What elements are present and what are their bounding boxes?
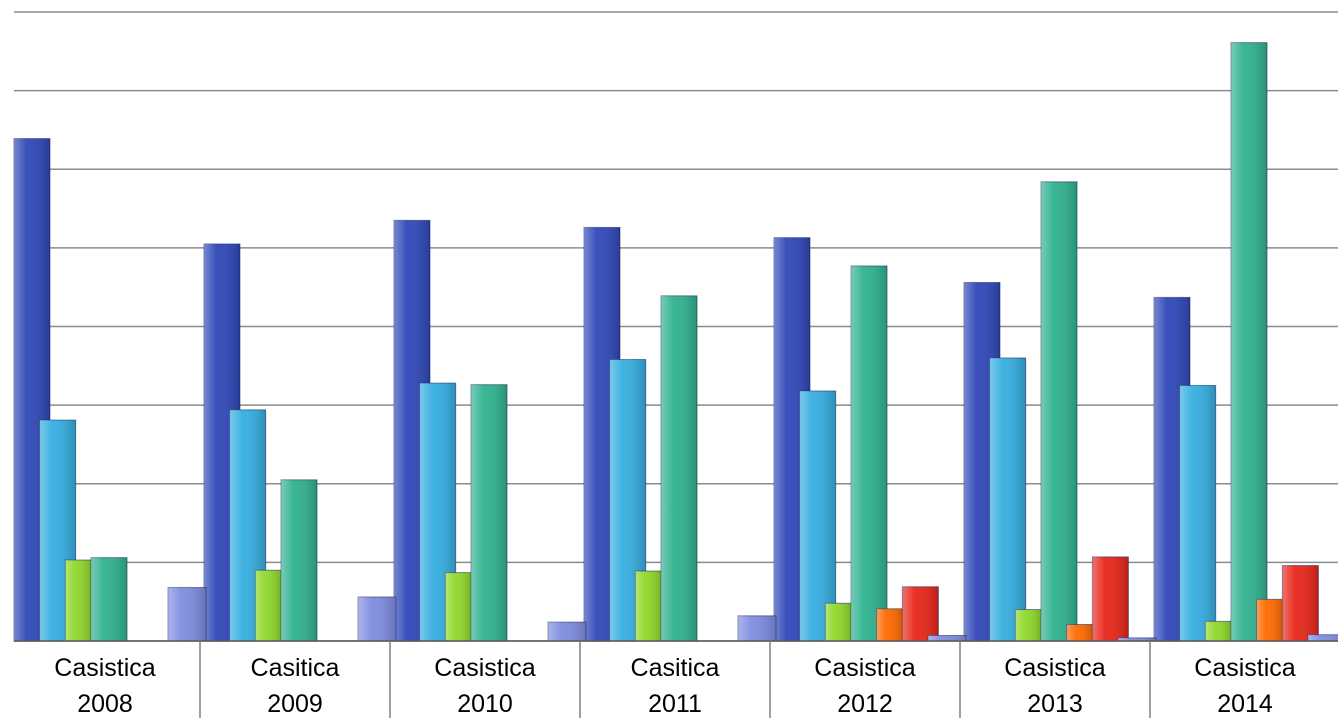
category-label-line: Casitica	[251, 654, 340, 682]
category-label-line: 2014	[1217, 690, 1273, 718]
bar-sheen	[989, 357, 1026, 641]
bar-sheen	[1308, 634, 1338, 641]
bar-sheen	[1041, 181, 1078, 641]
category-label: Casistica 2013	[1004, 654, 1106, 718]
bar-sheen	[548, 622, 587, 641]
category-label-line: Casistica	[1004, 654, 1106, 682]
category-label: Casistica 2008	[54, 654, 156, 718]
bar-sheen	[1256, 599, 1283, 641]
bar-sheen	[168, 587, 207, 641]
category-label-line: 2010	[457, 690, 513, 718]
category-label-line: 2009	[267, 690, 323, 718]
bar-sheen	[358, 596, 397, 641]
category-label-line: 2012	[837, 690, 893, 718]
bar-sheen	[1205, 621, 1232, 641]
bar-sheen	[902, 586, 939, 641]
bar-sheen	[281, 479, 318, 641]
bar-sheen	[91, 557, 128, 641]
category-label: Casistica 2012	[814, 654, 916, 718]
bar-sheen	[928, 635, 967, 641]
bar-sheen	[635, 571, 662, 641]
bar-sheen	[1179, 385, 1216, 641]
bars	[13, 42, 1338, 642]
category-label: Casitica 2011	[631, 654, 720, 718]
category-label: Casitica 2009	[251, 654, 340, 718]
category-label-line: 2011	[648, 690, 702, 718]
bar-sheen	[1118, 637, 1157, 641]
category-label-line: Casistica	[814, 654, 916, 682]
bar-sheen	[825, 603, 852, 641]
bar-sheen	[1066, 624, 1093, 641]
category-label-line: Casitica	[631, 654, 720, 682]
bar-sheen	[799, 390, 836, 641]
category-label-line: Casistica	[434, 654, 536, 682]
bar-sheen	[1015, 609, 1042, 641]
category-label: Casistica 2014	[1194, 654, 1296, 718]
bar-sheen	[445, 572, 472, 641]
bar-sheen	[471, 384, 508, 641]
bar-sheen	[851, 265, 888, 641]
category-label-line: Casistica	[54, 654, 156, 682]
bar-sheen	[65, 560, 92, 641]
bar-sheen	[738, 615, 777, 641]
category-label-line: Casistica	[1194, 654, 1296, 682]
bar-sheen	[876, 608, 903, 641]
category-label-line: 2008	[77, 690, 133, 718]
bar-sheen	[1231, 42, 1268, 641]
category-label: Casistica 2010	[434, 654, 536, 718]
category-label-line: 2013	[1027, 690, 1083, 718]
bar-sheen	[661, 295, 698, 641]
bar-sheen	[1092, 556, 1129, 641]
bar-sheen	[255, 570, 282, 641]
bar-sheen	[1282, 565, 1319, 641]
category-axis	[14, 640, 1338, 718]
